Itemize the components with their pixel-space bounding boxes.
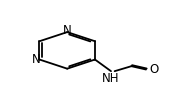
Text: NH: NH [102,72,120,85]
Text: N: N [63,24,72,37]
Text: N: N [31,53,40,66]
Text: O: O [149,63,158,76]
